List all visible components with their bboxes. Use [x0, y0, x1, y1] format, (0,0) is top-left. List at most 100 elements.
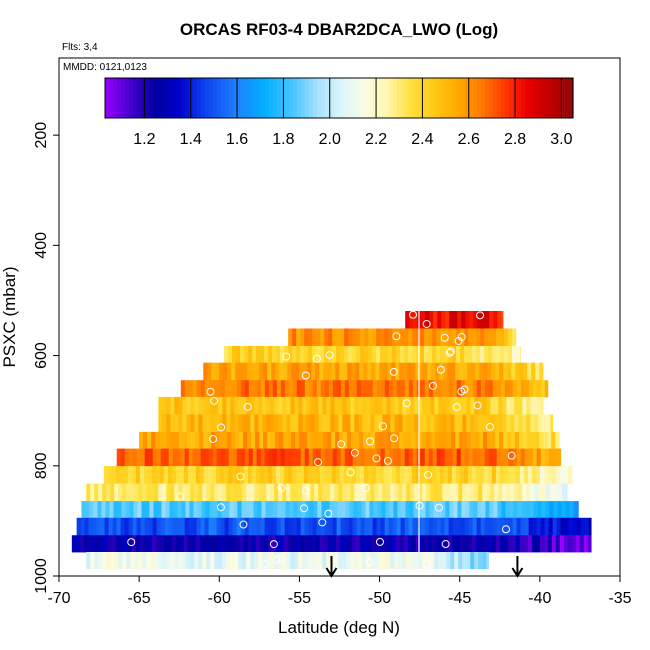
heatmap-cell: [512, 345, 517, 364]
colorbar-ticks: 1.2 1.4 1.6 1.8 2.0 2.2 2.4 2.6 2.8 3.0: [133, 78, 573, 148]
heatmap-cell: [274, 396, 279, 415]
heatmap-cell: [234, 483, 239, 502]
colorbar-cell: [405, 78, 410, 118]
heatmap-cell: [340, 517, 346, 536]
sample-circle: [452, 402, 461, 411]
heatmap-cell: [379, 431, 384, 450]
heatmap-cell: [527, 431, 532, 450]
heatmap-cell: [426, 396, 431, 415]
colorbar-cell: [361, 78, 366, 118]
heatmap-cell: [154, 552, 159, 570]
heatmap-cell: [425, 311, 430, 329]
heatmap-cell: [382, 483, 387, 502]
colorbar-tick-label: 1.4: [180, 131, 202, 148]
heatmap-cell: [425, 501, 430, 519]
heatmap-cell: [577, 501, 579, 519]
heatmap-cell: [194, 414, 199, 433]
heatmap-cell: [240, 380, 246, 398]
heatmap-cell: [316, 380, 322, 398]
heatmap-cell: [91, 535, 97, 553]
sample-circle: [422, 560, 431, 569]
heatmap-cell: [274, 414, 279, 433]
heatmap-cell: [463, 535, 469, 553]
heatmap-cell: [259, 431, 264, 450]
heatmap-cell: [86, 552, 91, 570]
heatmap-cell: [399, 466, 405, 484]
heatmap-cell: [511, 431, 516, 450]
heatmap-cell: [421, 311, 426, 329]
heatmap-cell: [143, 431, 148, 450]
heatmap-cell: [410, 552, 415, 570]
heatmap-cell: [265, 501, 270, 519]
heatmap-cell: [143, 535, 149, 553]
heatmap-cell: [106, 552, 111, 570]
heatmap-cell: [424, 517, 430, 536]
heatmap-cell: [302, 483, 307, 502]
colorbar-cell: [329, 78, 334, 118]
heatmap-cell: [408, 517, 414, 536]
heatmap-cell: [303, 466, 309, 484]
colorbar-cell: [353, 78, 358, 118]
sample-circle: [243, 402, 252, 411]
heatmap-cell: [457, 501, 462, 519]
heatmap-cell: [402, 552, 407, 570]
heatmap-cell: [284, 380, 290, 398]
heatmap-cell: [273, 501, 278, 519]
heatmap-cell: [366, 414, 371, 433]
heatmap-cell: [460, 328, 465, 347]
heatmap-cell: [92, 517, 98, 536]
colorbar-cell: [277, 78, 282, 118]
heatmap-cell: [290, 414, 295, 433]
heatmap-cell: [355, 535, 361, 553]
heatmap-cell: [528, 380, 534, 398]
heatmap-cell: [437, 501, 442, 519]
heatmap-cell: [284, 517, 290, 536]
heatmap-cell: [207, 362, 212, 381]
heatmap-cell: [375, 362, 380, 381]
heatmap-cell: [340, 345, 345, 364]
heatmap-cell: [284, 448, 290, 467]
heatmap-cell: [275, 535, 281, 553]
x-tick-label: -40: [528, 590, 551, 607]
heatmap-cell: [174, 552, 179, 570]
heatmap-cell: [535, 362, 540, 381]
sample-circle: [325, 351, 334, 360]
heatmap-cell: [245, 501, 250, 519]
heatmap-cell: [206, 483, 211, 502]
heatmap-cell: [192, 517, 198, 536]
heatmap-cell: [175, 466, 181, 484]
heatmap-cell: [392, 517, 398, 536]
heatmap-cell: [516, 517, 522, 536]
heatmap-cell: [190, 414, 195, 433]
heatmap-cell: [352, 328, 357, 347]
heatmap-cell: [412, 345, 417, 364]
heatmap-cell: [244, 345, 249, 364]
heatmap-cell: [315, 535, 321, 553]
colorbar-cell: [477, 78, 482, 118]
heatmap-cell: [441, 501, 446, 519]
heatmap-cell: [84, 517, 90, 536]
heatmap-cell: [292, 380, 298, 398]
colorbar-tick-label: 1.6: [226, 131, 248, 148]
sample-circle: [282, 352, 291, 361]
colorbar: 1.2 1.4 1.6 1.8 2.0 2.2 2.4 2.6 2.8 3.0: [104, 77, 574, 148]
heatmap-cell: [258, 414, 263, 433]
heatmap-cell: [186, 396, 191, 415]
heatmap-cell: [215, 535, 221, 553]
heatmap-cell: [292, 448, 298, 467]
heatmap-cell: [215, 466, 221, 484]
heatmap-cell: [277, 501, 282, 519]
heatmap-cell: [471, 362, 476, 381]
heatmap-cell: [244, 448, 250, 467]
heatmap-cell: [544, 448, 550, 467]
heatmap-cell: [452, 328, 457, 347]
colorbar-cell: [553, 78, 558, 118]
heatmap-cell: [208, 380, 214, 398]
colorbar-tick-label: 3.0: [550, 131, 572, 148]
colorbar-cell: [493, 78, 498, 118]
heatmap-cell: [491, 466, 497, 484]
heatmap-cell: [328, 448, 334, 467]
heatmap-cell: [443, 431, 448, 450]
heatmap-cell: [247, 362, 252, 381]
heatmap-cell: [159, 535, 165, 553]
